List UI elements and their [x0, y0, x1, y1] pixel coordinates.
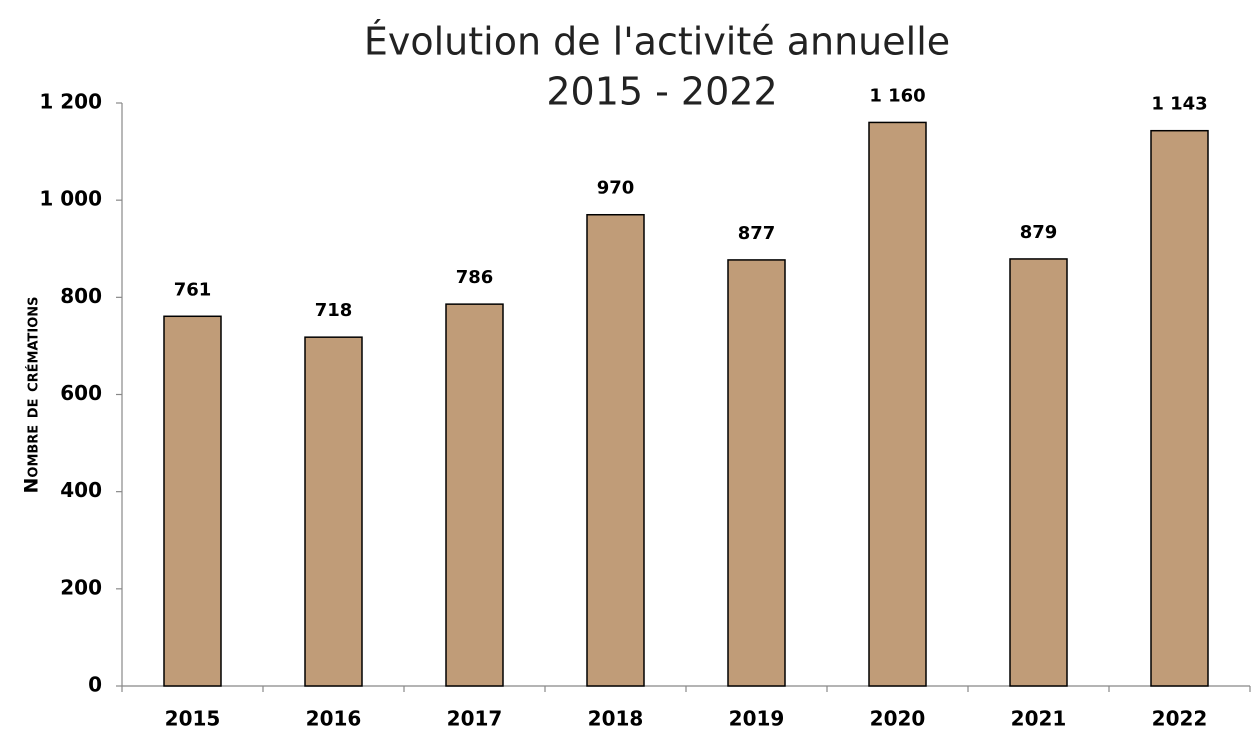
x-tick-label: 2017 [447, 707, 503, 731]
data-label: 1 143 [1151, 94, 1207, 115]
bar [1009, 258, 1068, 687]
y-tick-label: 400 [60, 478, 102, 502]
bar [445, 303, 504, 687]
data-label: 761 [174, 279, 212, 300]
chart-title: Évolution de l'activité annuelle [364, 20, 950, 64]
data-label: 718 [315, 300, 353, 321]
data-label: 1 160 [869, 85, 925, 106]
bar [586, 213, 645, 687]
bar [304, 336, 363, 687]
y-tick-label: 200 [60, 575, 102, 599]
y-tick-label: 1 000 [39, 187, 102, 211]
bar [163, 315, 222, 687]
data-label: 877 [738, 223, 776, 244]
bar [727, 259, 786, 687]
bar [1150, 129, 1209, 687]
bar [868, 121, 927, 687]
chart-subtitle: 2015 - 2022 [546, 70, 777, 114]
x-tick-label: 2018 [588, 707, 644, 731]
x-tick-label: 2021 [1011, 707, 1067, 731]
y-tick-label: 600 [60, 381, 102, 405]
y-tick-label: 800 [60, 284, 102, 308]
data-label: 879 [1020, 222, 1058, 243]
x-tick-label: 2015 [165, 707, 221, 731]
x-tick-label: 2019 [729, 707, 785, 731]
y-tick-label: 0 [88, 673, 102, 697]
x-tick-label: 2022 [1152, 707, 1208, 731]
data-label: 786 [456, 267, 494, 288]
y-tick-label: 1 200 [39, 90, 102, 114]
y-axis-label: Nombre de crémations [21, 296, 43, 493]
x-tick-label: 2020 [870, 707, 926, 731]
data-label: 970 [597, 178, 635, 199]
x-tick-label: 2016 [306, 707, 362, 731]
